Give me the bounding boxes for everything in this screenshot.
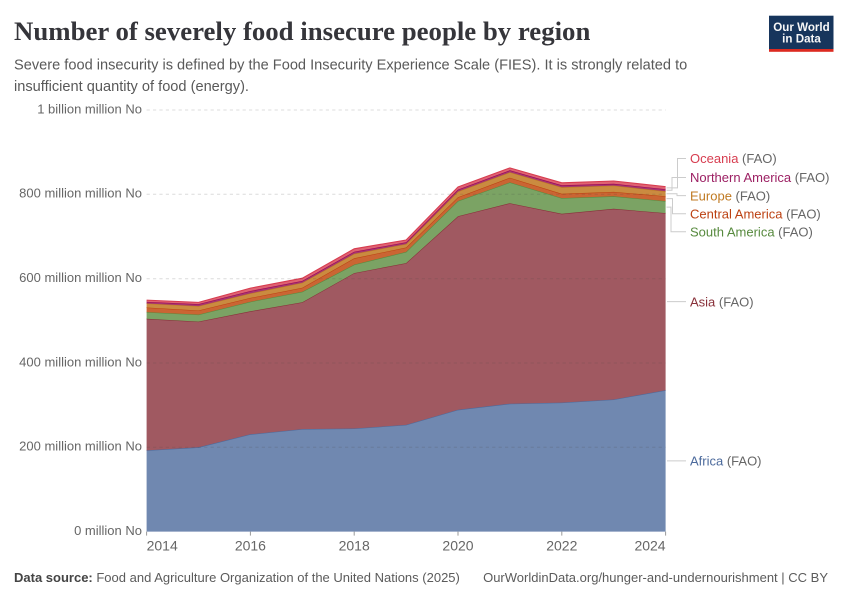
svg-text:Data source: Food and Agricult: Data source: Food and Agriculture Organi… bbox=[14, 570, 460, 585]
svg-text:OurWorldinData.org/hunger-and-: OurWorldinData.org/hunger-and-undernouri… bbox=[483, 570, 828, 585]
svg-text:Europe (FAO): Europe (FAO) bbox=[690, 188, 770, 203]
svg-text:200 million million No: 200 million million No bbox=[19, 439, 142, 454]
svg-text:Severe food insecurity is defi: Severe food insecurity is defined by the… bbox=[14, 58, 687, 74]
svg-text:Northern America (FAO): Northern America (FAO) bbox=[690, 170, 829, 185]
svg-text:400 million million No: 400 million million No bbox=[19, 354, 142, 369]
svg-text:2020: 2020 bbox=[442, 538, 473, 554]
svg-text:Our World: Our World bbox=[773, 21, 829, 34]
svg-text:Africa (FAO): Africa (FAO) bbox=[690, 454, 762, 469]
svg-text:Central America (FAO): Central America (FAO) bbox=[690, 206, 821, 221]
svg-text:2016: 2016 bbox=[235, 538, 266, 554]
svg-text:0 million No: 0 million No bbox=[74, 523, 142, 538]
svg-text:2022: 2022 bbox=[546, 538, 577, 554]
svg-text:Oceania (FAO): Oceania (FAO) bbox=[690, 151, 777, 166]
svg-text:600 million million No: 600 million million No bbox=[19, 270, 142, 285]
svg-text:Asia (FAO): Asia (FAO) bbox=[690, 294, 754, 309]
svg-text:in Data: in Data bbox=[782, 33, 821, 46]
svg-text:800 million million No: 800 million million No bbox=[19, 186, 142, 201]
svg-text:insufficient quantity of food: insufficient quantity of food (energy). bbox=[14, 79, 249, 95]
svg-text:Number of severely food insecu: Number of severely food insecure people … bbox=[14, 16, 590, 46]
svg-text:1 billion million No: 1 billion million No bbox=[37, 101, 142, 116]
svg-text:2018: 2018 bbox=[339, 538, 370, 554]
svg-text:2024: 2024 bbox=[634, 538, 665, 554]
svg-text:2014: 2014 bbox=[147, 538, 178, 554]
svg-text:South America (FAO): South America (FAO) bbox=[690, 225, 813, 240]
